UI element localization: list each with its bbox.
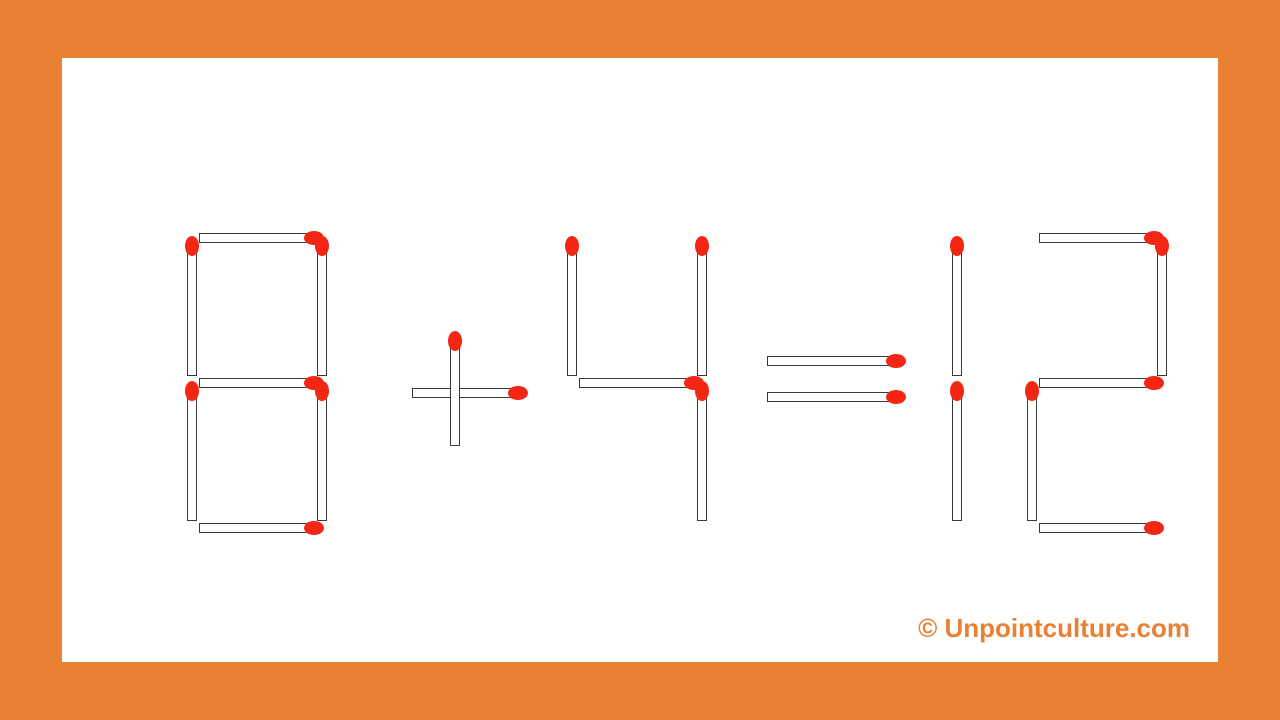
match-head-icon: [1155, 236, 1169, 256]
match-head-icon: [565, 236, 579, 256]
match-head-icon: [1025, 381, 1039, 401]
digit-4-top-left-match: [567, 245, 577, 376]
digit-4-middle-match: [579, 378, 695, 388]
plus-sign-plus-v-match: [450, 340, 460, 447]
match-head-icon: [1144, 521, 1164, 535]
match-head-icon: [886, 354, 906, 368]
digit-2-top-match: [1039, 233, 1155, 243]
match-head-icon: [304, 521, 324, 535]
match-head-icon: [950, 236, 964, 256]
digit-8-bottom-match: [199, 523, 315, 533]
plus-sign-plus-h-match: [412, 388, 519, 398]
equals-sign-eq-bot-match: [767, 392, 897, 402]
match-head-icon: [185, 381, 199, 401]
digit-2-bottom-match: [1039, 523, 1155, 533]
puzzle-outer-frame: © Unpointculture.com: [0, 0, 1280, 720]
match-head-icon: [886, 390, 906, 404]
digit-8-top-right-match: [317, 245, 327, 376]
digit-8-bot-right-match: [317, 390, 327, 521]
digit-4-bot-right-match: [697, 390, 707, 521]
match-head-icon: [448, 331, 462, 351]
match-head-icon: [695, 236, 709, 256]
digit-1-one-bot-match: [952, 390, 962, 521]
digit-8-bot-left-match: [187, 390, 197, 521]
match-head-icon: [695, 381, 709, 401]
equals-sign-eq-top-match: [767, 356, 897, 366]
digit-2-bot-left-match: [1027, 390, 1037, 521]
attribution-text: © Unpointculture.com: [918, 613, 1190, 644]
match-head-icon: [315, 236, 329, 256]
digit-2-top-right-match: [1157, 245, 1167, 376]
match-head-icon: [185, 236, 199, 256]
digit-8-top-match: [199, 233, 315, 243]
digit-1-one-top-match: [952, 245, 962, 376]
digit-4-top-right-match: [697, 245, 707, 376]
match-head-icon: [1144, 376, 1164, 390]
match-head-icon: [315, 381, 329, 401]
puzzle-inner-panel: © Unpointculture.com: [62, 58, 1218, 662]
digit-2-middle-match: [1039, 378, 1155, 388]
matchstick-canvas: [62, 58, 1218, 662]
digit-8-middle-match: [199, 378, 315, 388]
digit-8-top-left-match: [187, 245, 197, 376]
match-head-icon: [508, 386, 528, 400]
match-head-icon: [950, 381, 964, 401]
